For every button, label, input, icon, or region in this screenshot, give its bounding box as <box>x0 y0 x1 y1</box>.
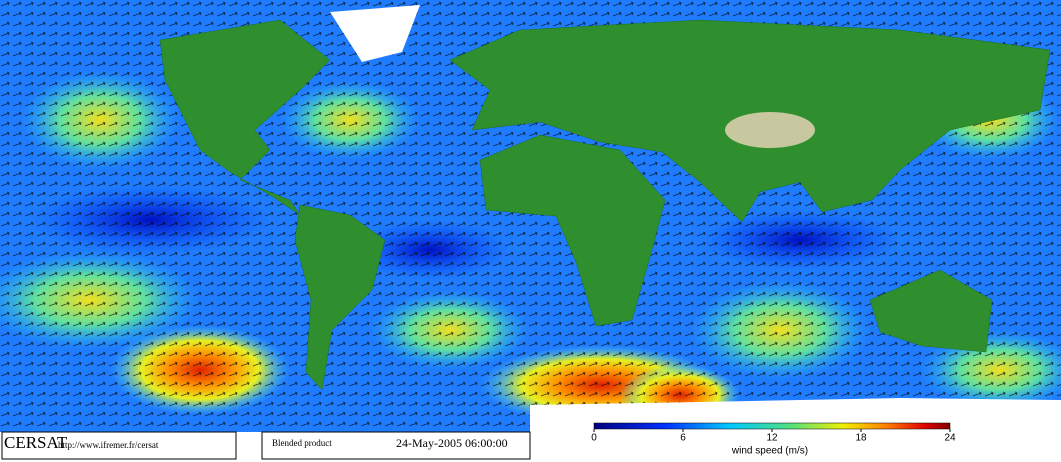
colorbar-tick-label: 6 <box>680 433 686 444</box>
logo-box <box>1 431 237 460</box>
logo: CERSAT <box>4 433 68 452</box>
info-box <box>261 431 531 460</box>
date: 24-May-2005 06:00:00 <box>396 436 508 450</box>
colorbar-tick-label: 0 <box>591 433 597 444</box>
tibet-plateau <box>725 112 815 148</box>
product: Blended product <box>272 438 332 448</box>
url: http://www.ifremer.fr/cersat <box>58 440 159 450</box>
antarctica <box>530 398 1061 462</box>
colorbar-tick-label: 18 <box>855 433 867 444</box>
colorbar <box>593 422 951 430</box>
greenland-ice <box>330 5 420 62</box>
colorbar-tick-label: 24 <box>944 433 956 444</box>
colorbar-label: wind speed (m/s) <box>731 446 808 457</box>
colorbar-tick-label: 12 <box>766 433 778 444</box>
